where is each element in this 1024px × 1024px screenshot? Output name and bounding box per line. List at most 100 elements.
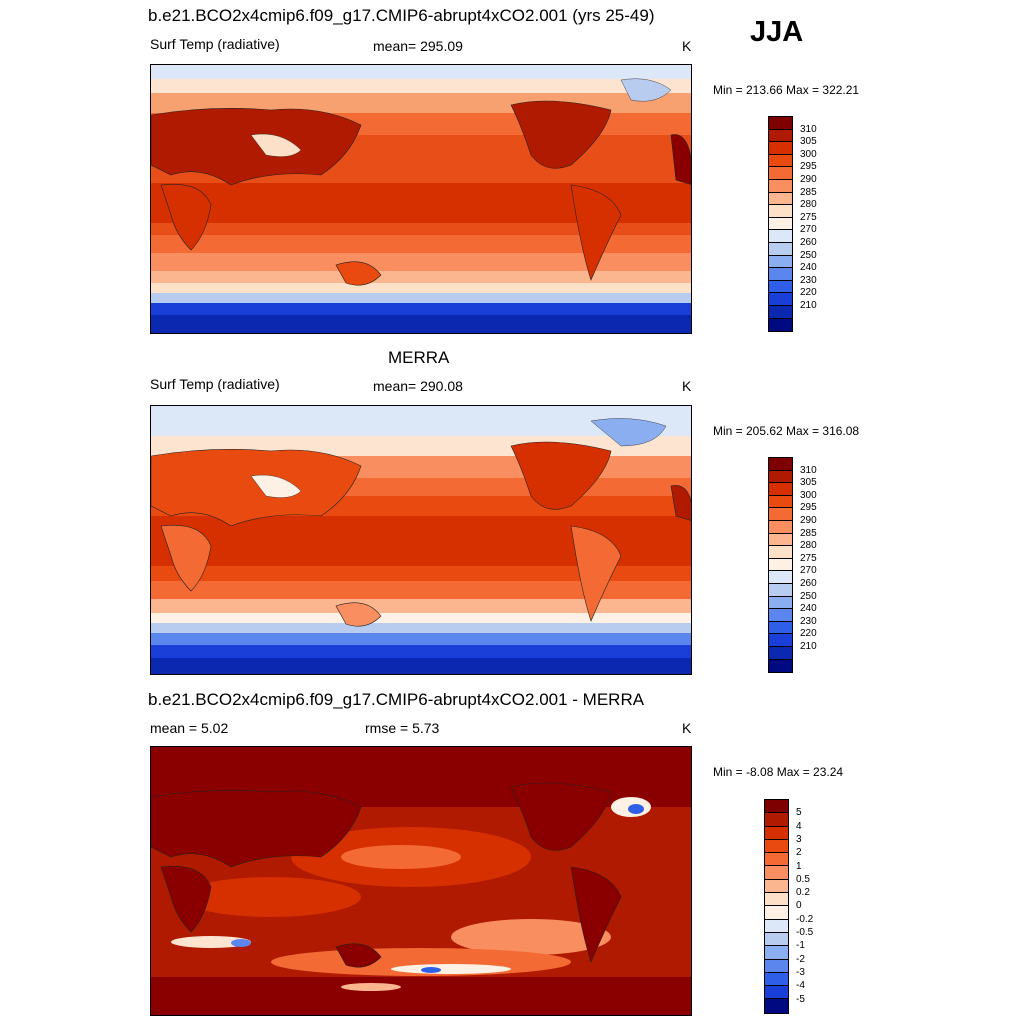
colorbar-tick-label: 295	[800, 161, 817, 173]
colorbar-tick-label: 290	[800, 174, 817, 185]
colorbar-tick-label: 240	[800, 262, 817, 274]
colorbar-swatch	[765, 813, 788, 827]
colorbar-swatch	[769, 280, 792, 294]
colorbar-swatch	[769, 305, 792, 319]
colorbar-swatch	[769, 129, 792, 143]
colorbar-tick-label: 260	[800, 578, 817, 589]
colorbar-swatch	[769, 142, 792, 155]
colorbar-swatch	[769, 609, 792, 622]
colorbar-tick-label: 5	[796, 807, 802, 819]
colorbar-tick-label: 250	[800, 590, 817, 602]
colorbar-tick-label: 280	[800, 199, 817, 211]
colorbar-swatch	[769, 470, 792, 484]
panel3-map-svg	[151, 747, 691, 1015]
colorbar-swatch	[765, 932, 788, 947]
panel2-units: K	[682, 378, 692, 394]
colorbar-swatch	[769, 217, 792, 231]
panel1-map-svg	[151, 65, 691, 333]
colorbar-tick-label: -5	[796, 993, 805, 1005]
colorbar-tick-label: 270	[800, 565, 817, 577]
colorbar-swatch	[769, 546, 792, 559]
panel2-map-svg	[151, 406, 691, 674]
colorbar-tick-label: 275	[800, 211, 817, 223]
panel1-map	[150, 64, 692, 334]
colorbar-swatch	[769, 192, 792, 206]
colorbar-swatch	[769, 533, 792, 547]
colorbar-tick-label: 210	[800, 641, 817, 652]
colorbar-tick-label: -2	[796, 953, 805, 965]
panel3-map	[150, 746, 692, 1016]
colorbar-swatch	[765, 972, 788, 987]
colorbar-tick-label: 0	[796, 900, 802, 912]
panel3-mean: mean = 5.02	[150, 720, 229, 736]
colorbar-swatch	[769, 621, 792, 635]
colorbar-swatch	[765, 999, 788, 1013]
colorbar-swatch	[769, 167, 792, 180]
colorbar-swatch	[769, 117, 792, 130]
colorbar-swatch	[769, 230, 792, 243]
colorbar-tick-label: 4	[796, 820, 802, 832]
colorbar-tick-label: 300	[800, 489, 817, 501]
colorbar-tick-label: 305	[800, 477, 817, 489]
colorbar-swatch	[765, 946, 788, 960]
colorbar-swatch	[769, 508, 792, 521]
colorbar-swatch	[765, 866, 788, 880]
colorbar-swatch	[769, 596, 792, 610]
colorbar-tick-label: 295	[800, 502, 817, 514]
colorbar-tick-label: 210	[800, 300, 817, 311]
colorbar-swatch	[769, 179, 792, 193]
colorbar-swatch	[769, 293, 792, 306]
colorbar-tick-label: 220	[800, 628, 817, 640]
colorbar-tick-label: 300	[800, 148, 817, 160]
colorbar-tick-label: 260	[800, 237, 817, 248]
panel2-variable-label: Surf Temp (radiative)	[150, 376, 280, 392]
panel3-colorbar-swatches	[764, 799, 789, 1014]
colorbar-swatch	[769, 571, 792, 584]
colorbar-tick-label: 220	[800, 287, 817, 299]
colorbar-swatch	[765, 906, 788, 920]
panel2-minmax: Min = 205.62 Max = 316.08	[713, 424, 860, 438]
colorbar-tick-label: 285	[800, 186, 817, 198]
colorbar-tick-label: 310	[800, 123, 817, 135]
colorbar-tick-label: 280	[800, 540, 817, 552]
panel1-colorbar-swatches	[768, 116, 793, 333]
colorbar-swatch	[769, 634, 792, 647]
season-label: JJA	[750, 16, 804, 48]
colorbar-swatch	[765, 986, 788, 1000]
panel3-minmax: Min = -8.08 Max = 23.24	[713, 765, 844, 779]
colorbar-swatch	[765, 826, 788, 840]
colorbar-tick-label: 250	[800, 249, 817, 261]
colorbar-swatch	[769, 558, 792, 572]
colorbar-swatch	[769, 659, 792, 673]
panel1-variable-label: Surf Temp (radiative)	[150, 36, 280, 52]
panel2-title: MERRA	[388, 348, 450, 367]
colorbar-tick-label: 270	[800, 224, 817, 236]
colorbar-tick-label: 305	[800, 136, 817, 148]
colorbar-swatch	[765, 800, 788, 814]
panel2-map	[150, 405, 692, 675]
panel1-minmax: Min = 213.66 Max = 322.21	[713, 83, 860, 97]
colorbar-swatch	[769, 520, 792, 534]
colorbar-swatch	[769, 583, 792, 597]
colorbar-swatch	[769, 646, 792, 660]
panel3-units: K	[682, 720, 692, 736]
colorbar-swatch	[765, 893, 788, 907]
colorbar-tick-label: 230	[800, 615, 817, 627]
colorbar-swatch	[769, 154, 792, 168]
colorbar-tick-label: 3	[796, 833, 802, 845]
colorbar-tick-label: -4	[796, 980, 805, 992]
colorbar-tick-label: -0.5	[796, 927, 814, 938]
colorbar-tick-label: -1	[796, 940, 805, 952]
colorbar-tick-label: 1	[796, 860, 802, 872]
colorbar-tick-label: 275	[800, 552, 817, 564]
colorbar-swatch	[769, 242, 792, 256]
colorbar-swatch	[769, 205, 792, 218]
colorbar-swatch	[769, 268, 792, 281]
colorbar-tick-label: 240	[800, 603, 817, 615]
panel1-title: b.e21.BCO2x4cmip6.f09_g17.CMIP6-abrupt4x…	[148, 6, 655, 25]
colorbar-tick-label: -3	[796, 966, 805, 978]
panel3-rmse: rmse = 5.73	[365, 720, 440, 736]
colorbar-tick-label: 0.5	[796, 873, 810, 885]
colorbar-swatch	[769, 495, 792, 509]
panel3-title: b.e21.BCO2x4cmip6.f09_g17.CMIP6-abrupt4x…	[148, 690, 645, 709]
